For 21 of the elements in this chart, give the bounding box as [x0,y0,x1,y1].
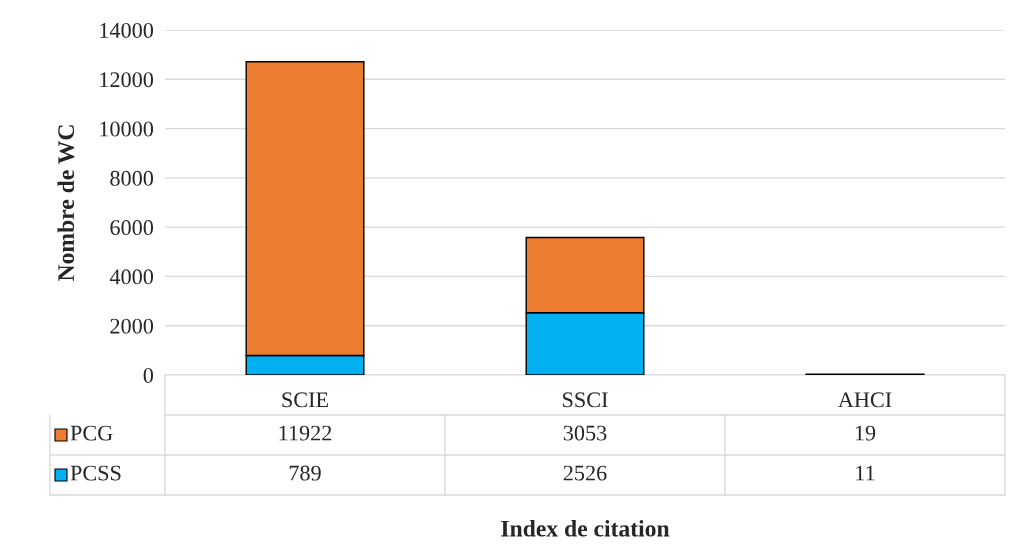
data-label: 11 [856,465,875,481]
y-tick-label: 10000 [100,121,154,137]
x-tick-label: SSCI [563,392,608,408]
legend-label: PCSS [70,465,121,481]
data-label: 789 [289,465,321,481]
y-tick-label: 12000 [100,72,154,88]
data-label: 3053 [563,425,607,441]
y-tick-label: 2000 [110,318,154,334]
data-label: 11922 [279,425,332,441]
data-label: 19 [855,425,876,441]
y-tick-label: 4000 [109,269,154,285]
y-tick-label: 14000 [100,22,154,38]
x-tick-label: SCIE [282,392,328,408]
legend-label: PCG [70,425,113,441]
y-axis-title: Nombre de WC [57,125,75,281]
y-tick-label: 6000 [110,220,154,236]
x-axis-title: Index de citation [501,520,670,537]
data-label: 2526 [563,465,607,481]
x-tick-label: AHCI [838,392,892,408]
y-tick-label: 0 [143,367,154,383]
y-tick-label: 8000 [110,170,154,186]
